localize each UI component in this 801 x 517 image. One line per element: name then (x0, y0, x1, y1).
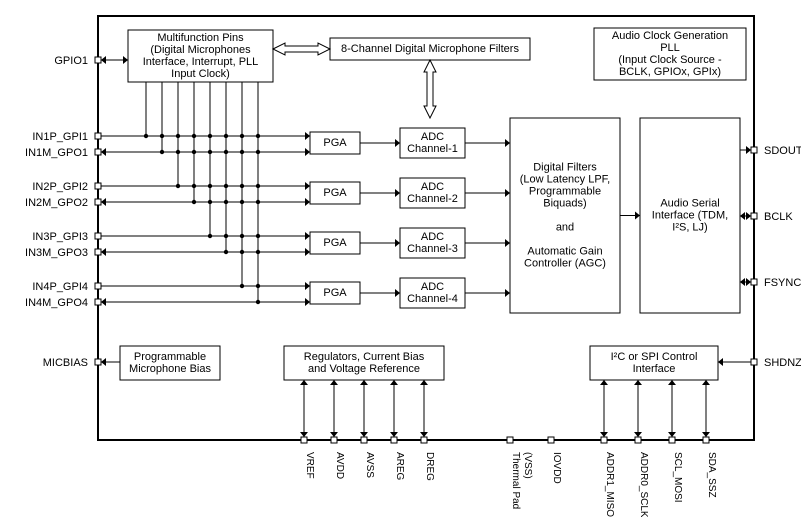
mfpins-block-label: Interface, Interrupt, PLL (143, 56, 259, 68)
pin-IN2M_GPO2: IN2M_GPO2 (25, 197, 88, 209)
dfilters-block-label: Controller (AGC) (524, 258, 606, 270)
pin-IN4M_GPO4: IN4M_GPO4 (25, 297, 88, 309)
dfilters-block-label: Digital Filters (533, 162, 597, 174)
ctrl-block-label: I²C or SPI Control (611, 351, 698, 363)
pin-IN1P_GPI1: IN1P_GPI1 (32, 131, 88, 143)
adc3-block-label: ADC (421, 231, 444, 243)
asi-block-label: Interface (TDM, (652, 210, 728, 222)
pll-block-label: BCLK, GPIOx, GPIx) (619, 66, 721, 78)
pin-ADDR1_MISO: ADDR1_MISO (604, 452, 615, 517)
pin-AVDD: AVDD (334, 452, 345, 479)
pga4-block-label: PGA (323, 287, 347, 299)
adc2-block-label: Channel-2 (407, 193, 458, 205)
reg-block-label: and Voltage Reference (308, 363, 420, 375)
pin-DREG: DREG (424, 452, 435, 481)
dfilters-block-label: (Low Latency LPF, (520, 174, 611, 186)
adc4-block-label: ADC (421, 281, 444, 293)
asi-block-label: I²S, LJ) (672, 222, 707, 234)
ctrl-block-label: Interface (633, 363, 676, 375)
adc1-block-label: Channel-1 (407, 143, 458, 155)
pin-AREG: AREG (394, 452, 405, 481)
reg-block-label: Regulators, Current Bias (304, 351, 425, 363)
micbias-block-label: Programmable (134, 351, 206, 363)
pga1-block-label: PGA (323, 137, 347, 149)
pin-Thermal Pad: Thermal Pad (510, 452, 521, 509)
pin-VREF: VREF (304, 452, 315, 479)
pin-SCL_MOSI: SCL_MOSI (672, 452, 683, 503)
adc1-block-label: ADC (421, 131, 444, 143)
dfilters-block (510, 118, 620, 313)
pin-IN4P_GPI4: IN4P_GPI4 (32, 281, 88, 293)
pga2-block-label: PGA (323, 187, 347, 199)
pin-IN3M_GPO3: IN3M_GPO3 (25, 247, 88, 259)
pin-SDOUT: SDOUT (764, 145, 801, 157)
dmic-block-label: 8-Channel Digital Microphone Filters (341, 43, 519, 55)
pll-block-label: (Input Clock Source - (618, 54, 722, 66)
pin-IOVDD: IOVDD (551, 452, 562, 484)
dfilters-block-label: Biquads) (543, 198, 586, 210)
dfilters-block-label: Automatic Gain (527, 246, 602, 258)
mfpins-block-label: Input Clock) (171, 68, 230, 80)
adc4-block-label: Channel-4 (407, 293, 458, 305)
mfpins-block-label: Multifunction Pins (157, 32, 244, 44)
micbias-block-label: Microphone Bias (129, 363, 211, 375)
asi-block-label: Audio Serial (660, 198, 719, 210)
dfilters-block-label: and (556, 222, 574, 234)
pin-IN1M_GPO1: IN1M_GPO1 (25, 147, 88, 159)
adc2-block-label: ADC (421, 181, 444, 193)
pin-ADDR0_SCLK: ADDR0_SCLK (638, 452, 649, 517)
pin-IN2P_GPI2: IN2P_GPI2 (32, 181, 88, 193)
dfilters-block-label: Programmable (529, 186, 601, 198)
mfpins-block-label: (Digital Microphones (150, 44, 251, 56)
pin-BCLK: BCLK (764, 211, 793, 223)
pin-GPIO1: GPIO1 (54, 55, 88, 67)
pin-AVSS: AVSS (364, 452, 375, 478)
adc3-block-label: Channel-3 (407, 243, 458, 255)
pin-MICBIAS: MICBIAS (43, 357, 88, 369)
pin-IN3P_GPI3: IN3P_GPI3 (32, 231, 88, 243)
pin-SHDNZ: SHDNZ (764, 357, 801, 369)
pll-block-label: Audio Clock Generation (612, 30, 728, 42)
pll-block-label: PLL (660, 42, 680, 54)
pin-SDA_SSZ: SDA_SSZ (706, 452, 717, 498)
pin-FSYNC: FSYNC (764, 277, 801, 289)
pga3-block-label: PGA (323, 237, 347, 249)
svg-text:(VSS): (VSS) (522, 452, 533, 479)
